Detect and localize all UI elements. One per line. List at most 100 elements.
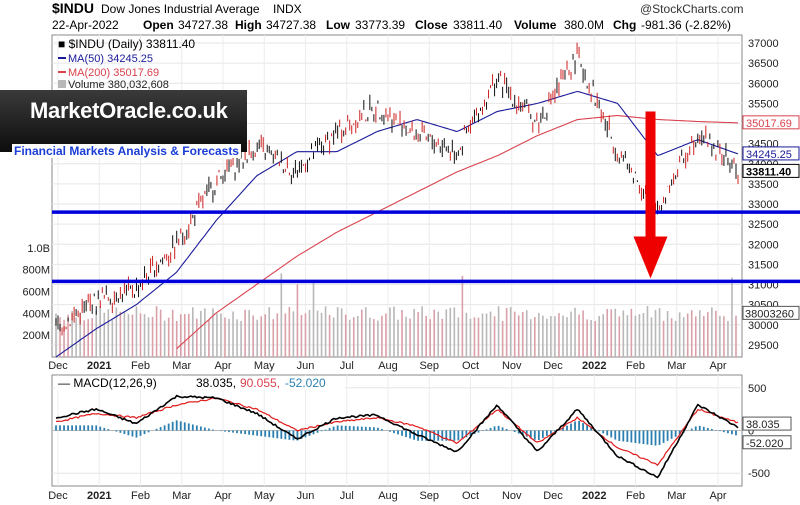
- ma200-line: [176, 114, 739, 350]
- brand-label[interactable]: @StockCharts.com: [640, 2, 744, 16]
- x-axis-label-macd: Feb: [626, 490, 645, 502]
- volume-bar: [324, 306, 327, 357]
- exchange-label: INDX: [273, 2, 302, 16]
- macd-histogram-bar: [501, 427, 504, 431]
- volume-bar: [658, 308, 661, 357]
- macd-histogram-bar: [485, 429, 488, 431]
- volume-bar: [228, 318, 230, 357]
- x-axis-label-macd: Dec: [48, 490, 68, 502]
- macd-legend-signal: 90.055,: [240, 376, 280, 390]
- macd-histogram-bar: [159, 427, 162, 431]
- macd-histogram-bar: [276, 430, 279, 439]
- volume-bar: [449, 307, 452, 357]
- volume-bar: [155, 306, 158, 357]
- macd-histogram-bar: [618, 430, 621, 441]
- x-axis-label-macd: Jul: [340, 490, 354, 502]
- x-axis-label-macd: Apr: [214, 490, 231, 502]
- price-tick-label: 36500: [748, 58, 779, 70]
- volume-bar: [417, 312, 419, 357]
- volume-bar: [208, 319, 210, 357]
- macd-histogram-bar: [706, 427, 709, 431]
- volume-bar: [276, 313, 279, 357]
- macd-histogram-bar: [191, 424, 194, 431]
- macd-histogram-bar: [525, 430, 528, 437]
- macd-histogram-bar: [453, 430, 456, 441]
- volume-bar: [735, 315, 737, 357]
- volume-bar: [75, 317, 77, 357]
- open-value: 34727.38: [178, 18, 229, 32]
- volume-bar: [554, 316, 556, 357]
- ma50-line: [55, 90, 739, 358]
- macd-histogram-bar: [324, 429, 327, 431]
- volume-bar: [433, 309, 436, 357]
- volume-right-label: 38003260: [742, 305, 800, 320]
- macd-line: [55, 394, 739, 479]
- macd-histogram-bar: [115, 430, 118, 432]
- volume-bar: [67, 314, 69, 357]
- macd-histogram-bar: [155, 428, 158, 431]
- macd-histogram-bar: [179, 421, 182, 431]
- volume-bar: [574, 307, 576, 357]
- macd-right-text: -52.020: [746, 438, 783, 450]
- x-axis-label-macd: Feb: [131, 490, 150, 502]
- volume-bar: [123, 311, 126, 357]
- index-name: Dow Jones Industrial Average: [101, 2, 260, 16]
- macd-histogram-bar: [312, 430, 315, 435]
- high-label: High: [235, 18, 262, 32]
- volume-bar: [678, 312, 681, 357]
- macd-histogram-bar: [83, 425, 86, 431]
- volume-bar: [598, 316, 600, 357]
- macd-histogram-bar: [723, 430, 725, 433]
- chart-header-top: $INDU Dow Jones Industrial Average INDX …: [0, 0, 800, 18]
- volume-bar: [256, 319, 258, 357]
- macd-histogram-bar: [207, 428, 210, 431]
- open-label: Open: [143, 18, 174, 32]
- right-value-box: [742, 146, 800, 161]
- volume-bar: [163, 320, 166, 357]
- volume-bar: [373, 319, 375, 357]
- volume-bar: [99, 305, 102, 357]
- volume-bar: [638, 314, 641, 357]
- volume-bar: [175, 320, 178, 357]
- arrow-head: [633, 236, 668, 279]
- volume-bars: [55, 273, 737, 357]
- macd-histogram-bar: [328, 428, 331, 431]
- macd-histogram-bar: [570, 423, 572, 431]
- volume-bar: [694, 316, 697, 357]
- price-tick-label: 33000: [748, 199, 779, 211]
- right-value-text: 34245.25: [746, 149, 792, 161]
- volume-bar: [377, 320, 379, 357]
- macd-histogram-bar: [405, 430, 407, 438]
- volume-bar: [682, 317, 685, 357]
- volume-bar: [405, 316, 407, 357]
- macd-histogram-bar: [477, 430, 480, 433]
- macd-histogram-bar: [674, 430, 677, 437]
- macd-histogram-bar: [457, 430, 460, 441]
- x-axis-label-price: 2021: [87, 360, 111, 372]
- right-value-label: 33811.40: [742, 163, 800, 178]
- macd-histogram-bar: [389, 430, 391, 432]
- macd-histogram-bar: [566, 425, 568, 431]
- macd-histogram-bar: [731, 430, 733, 435]
- macd-histogram-bar: [372, 427, 375, 431]
- volume-bar: [328, 315, 331, 357]
- volume-bar: [481, 313, 484, 357]
- volume-bar: [686, 313, 689, 357]
- volume-bar: [445, 309, 448, 357]
- macd-histogram-bar: [340, 425, 343, 431]
- macd-histogram-bar: [364, 426, 367, 431]
- volume-bar: [360, 309, 363, 357]
- macd-histogram-bar: [735, 430, 737, 436]
- volume-bar: [332, 317, 335, 357]
- macd-right-label: 38.035: [742, 416, 792, 431]
- legend-ma200: MA(200) 35017.69: [68, 67, 159, 79]
- macd-histogram-bar: [550, 430, 552, 434]
- macd-histogram-bar: [545, 430, 548, 436]
- volume-right-box: [742, 305, 800, 320]
- macd-histogram-bar: [352, 426, 355, 431]
- volume-axis-label: 800M: [22, 265, 50, 277]
- macd-histogram-bar: [256, 430, 259, 436]
- volume-bar: [542, 315, 544, 357]
- volume-bar: [501, 320, 504, 357]
- macd-histogram-bar: [517, 430, 520, 434]
